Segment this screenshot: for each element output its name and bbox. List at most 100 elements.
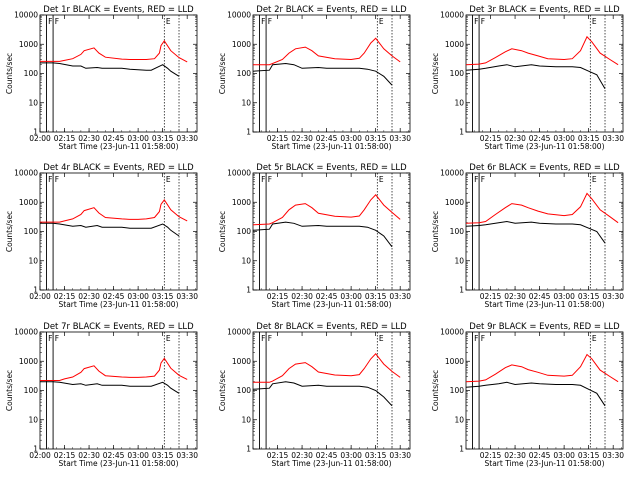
x-tick-label: 03:00	[553, 451, 575, 460]
y-axis-label: Counts/sec	[431, 211, 440, 252]
x-tick-label: 03:30	[389, 134, 411, 143]
x-tick-label: 03:00	[127, 134, 149, 143]
x-axis-label: Start Time (23-Jun-11 01:58:00)	[272, 459, 392, 468]
y-axis-label: Counts/sec	[5, 370, 14, 411]
x-tick-label: 02:15	[480, 134, 502, 143]
flag-label: E	[166, 175, 171, 184]
flag-label: E	[166, 17, 171, 26]
y-tick-label: 1000	[19, 198, 38, 207]
y-tick-label: 1000	[445, 357, 464, 366]
x-tick-label: 03:15	[578, 134, 600, 143]
x-axis-label: Start Time (23-Jun-11 01:58:00)	[485, 300, 605, 309]
series-line-lld	[40, 357, 188, 381]
x-tick-label: 02:45	[316, 451, 338, 460]
y-tick-label: 100	[24, 227, 39, 236]
flag-label: F	[268, 334, 272, 343]
flag-label: F	[55, 175, 59, 184]
x-tick-label: 02:45	[316, 292, 338, 301]
y-axis-label: Counts/sec	[431, 53, 440, 94]
y-axis-label: Counts/sec	[5, 211, 14, 252]
x-tick-label: 02:15	[267, 292, 289, 301]
x-tick-label: 03:30	[176, 451, 198, 460]
x-tick-label: 03:30	[389, 292, 411, 301]
flag-label: E	[379, 334, 384, 343]
x-axis-label: Start Time (23-Jun-11 01:58:00)	[485, 459, 605, 468]
x-tick-label: 03:15	[152, 451, 174, 460]
x-tick-label: 02:15	[480, 451, 502, 460]
panel-title: Det 4r BLACK = Events, RED = LLD	[43, 163, 194, 173]
y-tick-label: 100	[24, 69, 39, 78]
series-line-lld	[465, 35, 619, 66]
x-tick-label: 02:45	[316, 134, 338, 143]
x-tick-label: 03:30	[389, 451, 411, 460]
x-tick-label: 02:30	[504, 134, 526, 143]
y-tick-label: 100	[237, 69, 252, 78]
y-tick-label: 100	[450, 227, 465, 236]
series-line-lld	[465, 192, 619, 224]
x-tick-label: 03:00	[340, 451, 362, 460]
x-tick-label: 02:15	[267, 451, 289, 460]
series-line-events	[40, 381, 180, 394]
plot-frame	[39, 14, 198, 133]
x-tick-label: 03:30	[602, 292, 624, 301]
plot-frame	[252, 172, 411, 291]
x-axis-label: Start Time (23-Jun-11 01:58:00)	[59, 300, 179, 309]
panel-title: Det 2r BLACK = Events, RED = LLD	[256, 5, 407, 15]
series-line-lld	[465, 353, 619, 383]
series-line-lld	[40, 40, 188, 63]
x-tick-label: 02:15	[54, 292, 76, 301]
series-line-events	[40, 62, 180, 77]
x-axis-label: Start Time (23-Jun-11 01:58:00)	[272, 300, 392, 309]
x-tick-label: 02:15	[54, 451, 76, 460]
y-axis-label: Counts/sec	[218, 211, 227, 252]
panel-title: Det 8r BLACK = Events, RED = LLD	[256, 322, 407, 332]
y-tick-label: 1000	[19, 40, 38, 49]
x-tick-label: 02:30	[78, 134, 100, 143]
series-line-lld	[252, 194, 401, 226]
flag-label: F	[474, 175, 478, 184]
y-tick-label: 1000	[232, 357, 251, 366]
plot-frame	[465, 172, 624, 291]
series-line-events	[252, 221, 393, 248]
y-tick-label: 1	[246, 445, 251, 454]
y-tick-label: 100	[237, 227, 252, 236]
plot-frame	[39, 172, 198, 291]
x-axis-label: Start Time (23-Jun-11 01:58:00)	[272, 142, 392, 151]
y-tick-label: 1	[459, 286, 464, 295]
x-tick-label: 03:15	[578, 451, 600, 460]
x-tick-label: 02:30	[504, 451, 526, 460]
y-tick-label: 10000	[14, 11, 38, 20]
y-tick-label: 1000	[232, 198, 251, 207]
series-line-events	[465, 64, 606, 90]
x-tick-label: 03:15	[152, 134, 174, 143]
detector-panel: Det 6r BLACK = Events, RED = LLD 1 10 100 10…	[431, 163, 624, 309]
flag-label: F	[474, 17, 478, 26]
detector-panel: Det 9r BLACK = Events, RED = LLD 1 10 100 10…	[431, 322, 624, 468]
panel-title: Det 6r BLACK = Events, RED = LLD	[469, 163, 620, 173]
y-axis-label: Counts/sec	[218, 53, 227, 94]
y-tick-label: 100	[450, 69, 465, 78]
detector-panel: Det 3r BLACK = Events, RED = LLD 1 10 100 10…	[431, 5, 624, 151]
series-line-lld	[253, 37, 401, 66]
y-tick-label: 1000	[445, 40, 464, 49]
plot-frame	[252, 331, 411, 450]
x-tick-label: 03:15	[365, 292, 387, 301]
plot-frame	[465, 14, 624, 133]
y-tick-label: 10000	[227, 169, 251, 178]
y-tick-label: 10	[454, 415, 464, 424]
x-tick-label: 03:30	[602, 134, 624, 143]
y-tick-label: 10000	[440, 169, 464, 178]
y-tick-label: 10	[28, 256, 38, 265]
x-tick-label: 03:15	[578, 292, 600, 301]
y-tick-label: 10	[241, 98, 251, 107]
x-tick-label: 02:30	[291, 134, 313, 143]
y-tick-label: 100	[450, 386, 465, 395]
x-tick-label: 03:15	[365, 451, 387, 460]
y-tick-label: 10	[28, 415, 38, 424]
x-tick-label: 02:45	[103, 292, 125, 301]
flag-label: F	[261, 175, 265, 184]
flag-label: F	[261, 17, 265, 26]
y-tick-label: 10000	[14, 169, 38, 178]
flag-label: F	[48, 175, 52, 184]
detector-panel: Det 1r BLACK = Events, RED = LLD 1 10 100 10…	[5, 5, 198, 151]
